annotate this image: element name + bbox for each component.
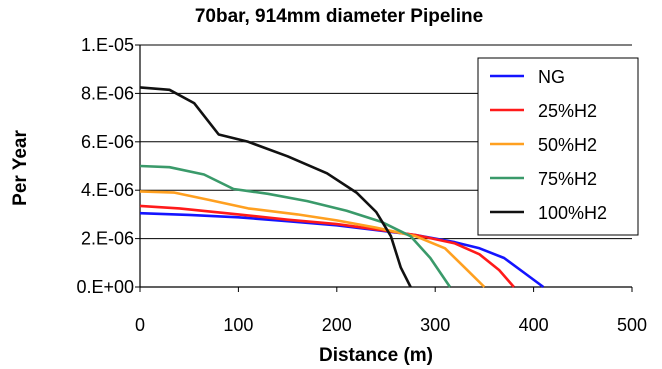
legend-label: 25%H2	[538, 101, 597, 121]
legend-label: 50%H2	[538, 135, 597, 155]
y-tick-label: 1.E-05	[81, 35, 134, 55]
x-tick-label: 200	[322, 315, 352, 335]
legend-box	[477, 57, 639, 236]
series-line-1	[139, 204, 515, 288]
y-tick-label: 4.E-06	[81, 180, 134, 200]
x-axis-title: Distance (m)	[319, 345, 433, 366]
legend: NG 25%H2 50%H2 75%H2 100%H2	[477, 57, 639, 236]
x-tick-label: 0	[135, 315, 145, 335]
x-tick-label: 500	[617, 315, 647, 335]
x-tick-label: 300	[420, 315, 450, 335]
series-lines	[139, 86, 545, 289]
x-tick-labels: 0 100 200 300 400 500	[135, 315, 647, 335]
series-line-2	[139, 190, 486, 288]
x-tick-label: 400	[519, 315, 549, 335]
series-line-3	[139, 164, 452, 288]
legend-label: 75%H2	[538, 169, 597, 189]
y-tick-label: 2.E-06	[81, 229, 134, 249]
y-tick-labels: 0.E+00 2.E-06 4.E-06 6.E-06 8.E-06 1.E-05	[76, 35, 134, 297]
y-tick-label: 0.E+00	[76, 277, 134, 297]
y-tick-label: 6.E-06	[81, 132, 134, 152]
legend-label: 100%H2	[538, 203, 607, 223]
y-axis-title: Per Year	[10, 130, 31, 206]
series-line-4	[139, 86, 412, 288]
legend-label: NG	[538, 67, 565, 87]
y-tick-label: 8.E-06	[81, 83, 134, 103]
chart-title: 70bar, 914mm diameter Pipeline	[195, 6, 483, 27]
x-tick-label: 100	[223, 315, 253, 335]
